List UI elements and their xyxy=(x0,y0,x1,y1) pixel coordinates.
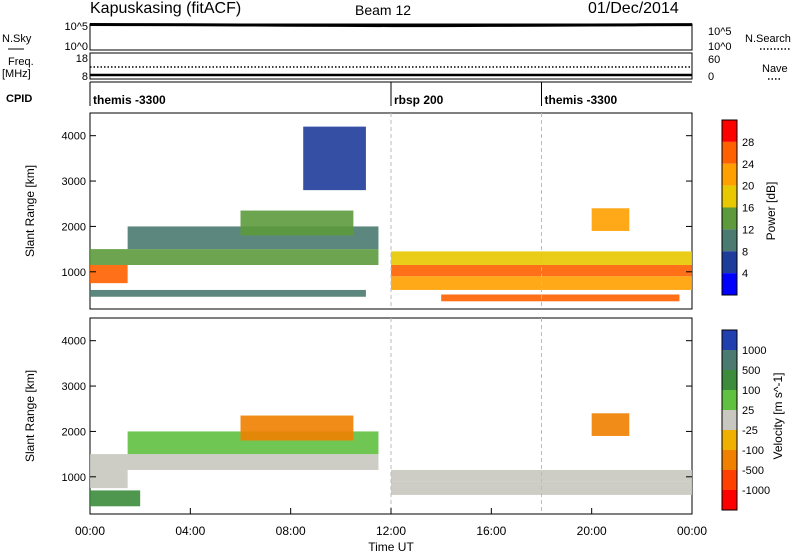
nave-label: Nave xyxy=(762,63,788,75)
colorbar-tick-label: 16 xyxy=(742,203,754,215)
colorbar-tick-label: 4 xyxy=(742,268,748,280)
heatmap-cell xyxy=(90,454,379,470)
freq-label-line1: Freq. xyxy=(8,56,34,68)
x-tick-label: 20:00 xyxy=(577,524,607,538)
colorbar-swatch xyxy=(722,120,737,142)
colorbar-frame xyxy=(721,329,738,511)
date-title: 01/Dec/2014 xyxy=(588,0,679,17)
x-tick-label: 12:00 xyxy=(376,524,406,538)
colorbar-swatch xyxy=(722,163,737,186)
colorbar-tick-label: 1000 xyxy=(742,345,766,357)
heatmap-cell xyxy=(90,490,141,507)
cpid-segment-label: themis -3300 xyxy=(93,93,166,107)
colorbar-swatch xyxy=(722,273,737,295)
noise-left-tick-top: 10^5 xyxy=(64,21,88,33)
heatmap-cell xyxy=(90,249,379,265)
noise-panel-frame xyxy=(89,23,693,51)
y-tick-label: 2000 xyxy=(62,221,86,233)
colorbar-swatch xyxy=(722,185,737,208)
noise-right-tick-top: 10^5 xyxy=(708,26,732,38)
x-tick-label: 08:00 xyxy=(276,524,306,538)
colorbar-swatch xyxy=(722,350,737,370)
x-tick-label: 16:00 xyxy=(476,524,506,538)
y-tick-label: 4000 xyxy=(62,131,86,143)
x-tick-label: 00:00 xyxy=(677,524,707,538)
nave-right-tick-top: 60 xyxy=(708,54,720,66)
cpid-label: CPID xyxy=(6,93,32,105)
colorbar-swatch xyxy=(722,370,737,390)
colorbar-tick-label: 500 xyxy=(742,365,760,377)
colorbar-swatch xyxy=(722,470,737,490)
cpid-segment-label: themis -3300 xyxy=(545,93,618,107)
noise-left-tick-bottom: 10^0 xyxy=(64,41,88,53)
freq-panel-frame xyxy=(89,52,693,80)
heatmap-cell xyxy=(90,469,128,489)
nave-right-tick-bottom: 0 xyxy=(708,71,714,83)
y-tick-label: 4000 xyxy=(62,336,86,348)
colorbar-tick-label: 24 xyxy=(742,159,754,171)
colorbar-swatch xyxy=(722,330,737,350)
nsky-series-line xyxy=(89,23,693,28)
colorbar-tick-label: 28 xyxy=(742,137,754,149)
nsearch-label: N.Search xyxy=(745,33,791,45)
heatmap-cell xyxy=(591,413,630,436)
noise-right-tick-bottom: 10^0 xyxy=(708,41,732,53)
colorbar-swatch xyxy=(722,229,737,252)
colorbar-tick-label: 100 xyxy=(742,385,760,397)
colorbar-frame xyxy=(721,119,738,296)
colorbar-tick-label: 12 xyxy=(742,224,754,236)
velocity-colorbar-label: Velocity [m s^-1] xyxy=(771,373,785,460)
velocity-ylabel: Slant Range [km] xyxy=(23,370,37,462)
x-tick-label: 00:00 xyxy=(75,524,105,538)
heatmap-cell xyxy=(303,126,366,191)
colorbar-swatch xyxy=(722,207,737,230)
colorbar-tick-label: -500 xyxy=(742,465,764,477)
colorbar-tick-label: -1000 xyxy=(742,485,770,497)
freq-label-line2: [MHz] xyxy=(2,68,31,80)
power-colorbar: 28 24 20 16 12 8 4 xyxy=(721,119,754,296)
colorbar-tick-label: -25 xyxy=(742,425,758,437)
colorbar-tick-label: 25 xyxy=(742,405,754,417)
freq-left-tick-bottom: 8 xyxy=(82,71,88,83)
power-ylabel: Slant Range [km] xyxy=(23,165,37,257)
time-x-ticks: 00:00 04:00 08:00 12:00 16:00 20:00 00:00 xyxy=(75,508,707,538)
y-tick-label: 2000 xyxy=(62,426,86,438)
y-tick-label: 3000 xyxy=(62,381,86,393)
y-tick-label: 3000 xyxy=(62,176,86,188)
power-colorbar-label: Power [dB] xyxy=(764,182,778,241)
heatmap-cell xyxy=(240,210,354,236)
colorbar-swatch xyxy=(722,490,737,510)
nsky-label: N.Sky xyxy=(2,33,32,45)
x-tick-label: 04:00 xyxy=(175,524,205,538)
colorbar-tick-label: 8 xyxy=(742,246,748,258)
heatmap-cell xyxy=(441,294,680,302)
heatmap-cell xyxy=(90,264,128,284)
velocity-colorbar: 1000 500 100 25 -25 -100 -500 -1000 xyxy=(721,329,770,511)
velocity-heatmap xyxy=(90,318,692,514)
colorbar-swatch xyxy=(722,430,737,450)
colorbar-swatch xyxy=(722,390,737,410)
power-y-ticks: 1000 2000 3000 4000 xyxy=(62,131,692,279)
x-axis-label: Time UT xyxy=(368,540,414,554)
heatmap-cell xyxy=(90,289,366,297)
freq-left-tick-top: 18 xyxy=(76,53,88,65)
colorbar-swatch xyxy=(722,410,737,430)
power-heatmap xyxy=(90,113,692,309)
heatmap-cell xyxy=(240,415,354,441)
colorbar-swatch xyxy=(722,450,737,470)
colorbar-tick-label: 20 xyxy=(742,181,754,193)
velocity-y-ticks: 1000 2000 3000 4000 xyxy=(62,336,692,484)
heatmap-cell xyxy=(391,251,692,265)
y-tick-label: 1000 xyxy=(62,267,86,279)
colorbar-swatch xyxy=(722,141,737,164)
cpid-segments: themis -3300 rbsp 200 themis -3300 xyxy=(89,82,618,107)
heatmap-cell xyxy=(591,208,630,231)
station-title: Kapuskasing (fitACF) xyxy=(90,0,241,17)
colorbar-swatch xyxy=(722,251,737,274)
y-tick-label: 1000 xyxy=(62,472,86,484)
colorbar-tick-label: -100 xyxy=(742,445,764,457)
cpid-segment-label: rbsp 200 xyxy=(394,93,444,107)
beam-title: Beam 12 xyxy=(355,2,411,18)
